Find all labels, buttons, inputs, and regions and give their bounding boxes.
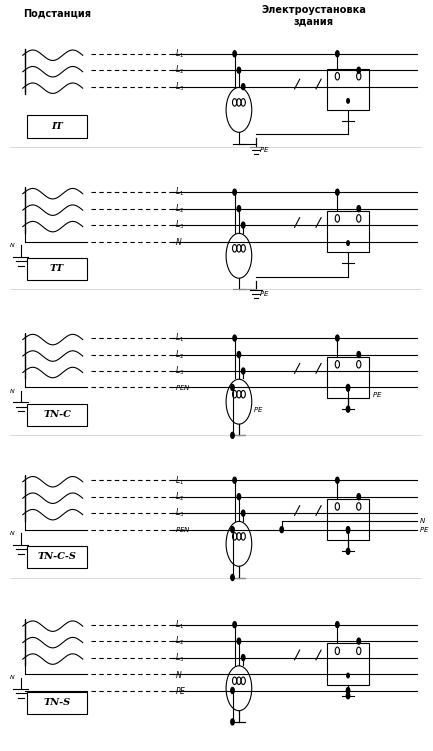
Circle shape [336, 477, 339, 483]
Circle shape [346, 406, 350, 412]
Circle shape [233, 51, 236, 57]
Text: $L_2$: $L_2$ [175, 348, 184, 360]
Text: TT: TT [50, 264, 64, 273]
Text: $PE$: $PE$ [253, 405, 264, 414]
Bar [27, 258, 87, 280]
Text: $L_3$: $L_3$ [175, 219, 184, 231]
Text: $L_3$: $L_3$ [175, 365, 184, 377]
Bar [326, 357, 369, 398]
Text: $PE$: $PE$ [419, 525, 429, 534]
Circle shape [336, 189, 339, 195]
Text: $L_1$: $L_1$ [175, 332, 184, 345]
Circle shape [346, 692, 350, 698]
Text: $L_1$: $L_1$ [175, 618, 184, 631]
Circle shape [231, 433, 234, 439]
Circle shape [346, 526, 350, 532]
Text: $PE$: $PE$ [259, 288, 269, 297]
Text: $L_1$: $L_1$ [175, 186, 184, 198]
Circle shape [347, 674, 349, 678]
Circle shape [231, 526, 234, 532]
Circle shape [233, 189, 236, 195]
Circle shape [357, 206, 360, 212]
Text: Электроустановка
здания: Электроустановка здания [262, 5, 366, 27]
Circle shape [237, 493, 241, 499]
Bar [326, 499, 369, 540]
Circle shape [242, 368, 245, 374]
Text: $L_3$: $L_3$ [175, 651, 184, 664]
Circle shape [242, 655, 245, 661]
Text: TN-C: TN-C [43, 410, 71, 419]
Text: $PEN$: $PEN$ [175, 525, 191, 534]
Circle shape [237, 68, 241, 73]
Bar [27, 403, 87, 426]
Bar [27, 116, 87, 138]
Circle shape [233, 335, 236, 341]
Text: $PE$: $PE$ [175, 685, 186, 696]
Circle shape [233, 477, 236, 483]
Text: $L_2$: $L_2$ [175, 64, 184, 77]
Circle shape [242, 83, 245, 89]
Text: N: N [10, 675, 14, 680]
Circle shape [231, 719, 234, 725]
Circle shape [346, 385, 350, 391]
Circle shape [242, 510, 245, 516]
Circle shape [237, 206, 241, 212]
Text: N: N [10, 531, 14, 536]
Text: $L_3$: $L_3$ [175, 80, 184, 93]
Text: $L_1$: $L_1$ [175, 474, 184, 487]
Circle shape [233, 622, 236, 628]
Circle shape [231, 575, 234, 581]
Circle shape [336, 51, 339, 57]
Bar [27, 692, 87, 714]
Text: IT: IT [51, 122, 63, 131]
Circle shape [231, 385, 234, 391]
Text: $L_3$: $L_3$ [175, 507, 184, 520]
Circle shape [357, 493, 360, 499]
Bar [326, 644, 369, 684]
Text: $N$: $N$ [175, 236, 182, 247]
Circle shape [237, 351, 241, 357]
Circle shape [237, 638, 241, 644]
Text: $PE$: $PE$ [259, 145, 269, 154]
Text: $N$: $N$ [419, 516, 426, 525]
Circle shape [231, 687, 234, 693]
Circle shape [242, 222, 245, 228]
Circle shape [347, 98, 349, 103]
Text: Подстанция: Подстанция [23, 9, 91, 19]
Circle shape [357, 638, 360, 644]
Circle shape [357, 351, 360, 357]
Text: TN-C-S: TN-C-S [38, 553, 77, 562]
Circle shape [280, 526, 284, 532]
Circle shape [346, 548, 350, 554]
Circle shape [347, 529, 349, 533]
Circle shape [347, 387, 349, 391]
Text: TN-S: TN-S [43, 698, 71, 707]
Circle shape [346, 687, 350, 693]
Bar [326, 211, 369, 252]
Bar [326, 69, 369, 110]
Text: $N$: $N$ [175, 668, 182, 680]
Text: N: N [10, 243, 14, 248]
Text: $L_1$: $L_1$ [175, 47, 184, 60]
Bar [27, 546, 87, 569]
Circle shape [336, 335, 339, 341]
Text: N: N [10, 389, 14, 394]
Text: $L_2$: $L_2$ [175, 203, 184, 215]
Text: $PEN$: $PEN$ [175, 383, 191, 392]
Text: $PE$: $PE$ [372, 390, 382, 399]
Circle shape [357, 68, 360, 73]
Circle shape [336, 622, 339, 628]
Text: $L_2$: $L_2$ [175, 635, 184, 647]
Circle shape [347, 241, 349, 246]
Text: $L_2$: $L_2$ [175, 490, 184, 503]
